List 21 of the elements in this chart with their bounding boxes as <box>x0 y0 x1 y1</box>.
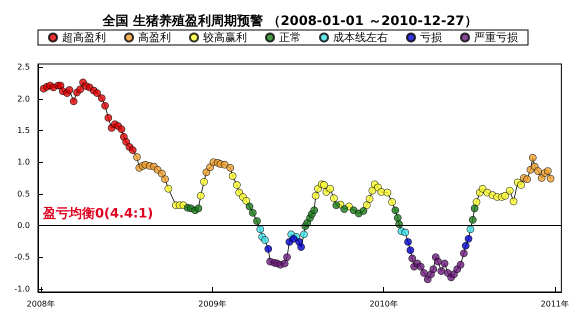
y-tick-label: -0.5 <box>14 252 30 262</box>
legend-label: 亏损 <box>420 31 442 44</box>
ref-line-label: 盈亏均衡0(4.4:1) <box>42 206 154 222</box>
y-tick-label: 2.0 <box>17 94 30 104</box>
x-tick-label: 2010年 <box>369 300 398 308</box>
y-tick-label: 1.0 <box>17 158 30 167</box>
legend-label: 高盈利 <box>138 31 171 44</box>
y-tick-label: -1.0 <box>14 284 30 294</box>
x-tick-label: 2011年 <box>540 300 569 308</box>
y-tick-label: 2.5 <box>17 62 30 72</box>
legend-label: 成本线左右 <box>333 31 388 44</box>
chart-title: 全国 生猪养殖盈利周期预警 （2008-01-01 ～2010-12-27） <box>102 13 478 29</box>
legend-label: 严重亏损 <box>474 31 518 44</box>
y-tick-label: 1.5 <box>17 126 30 135</box>
legend-label: 超高盈利 <box>62 31 106 44</box>
legend-label: 较高赢利 <box>203 31 247 44</box>
x-tick-label: 2009年 <box>198 300 227 308</box>
x-tick-label: 2008年 <box>26 300 55 308</box>
y-tick-label: 0.0 <box>17 221 30 230</box>
y-tick-label: 0.5 <box>17 189 30 198</box>
legend-label: 正常 <box>279 31 301 44</box>
